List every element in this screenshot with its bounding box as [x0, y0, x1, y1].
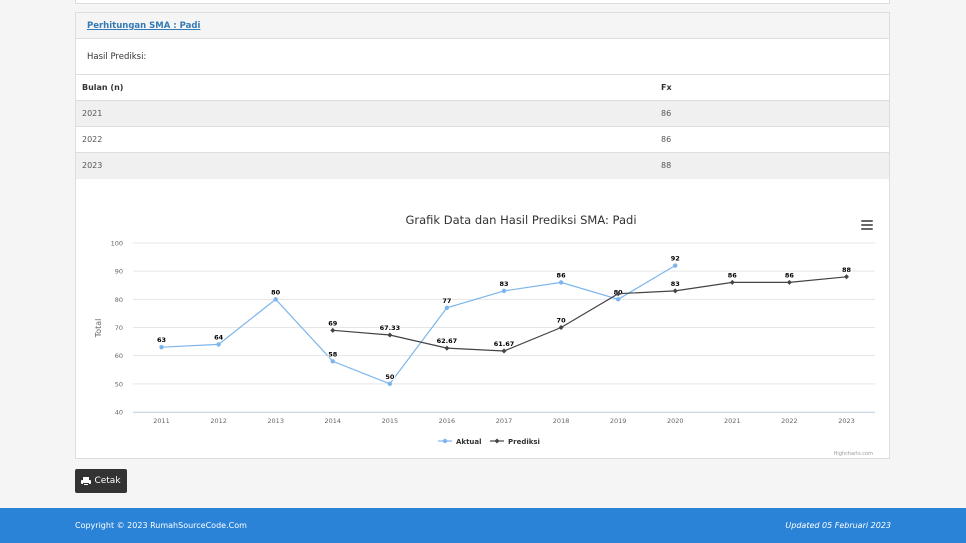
y-tick-label: 80 [115, 296, 123, 304]
data-point [673, 263, 678, 268]
print-button[interactable]: Cetak [75, 469, 127, 493]
x-tick-label: 2022 [781, 417, 798, 425]
y-tick-label: 100 [111, 240, 123, 248]
table-cell-fx: 86 [655, 100, 889, 127]
data-label: 69 [328, 319, 338, 327]
data-label: 88 [842, 266, 852, 274]
data-label: 83 [499, 280, 508, 288]
line-chart: Grafik Data dan Hasil Prediksi SMA: Padi… [94, 213, 875, 457]
x-tick-label: 2014 [324, 417, 341, 425]
chart-menu-icon[interactable] [861, 220, 873, 230]
x-tick-label: 2011 [153, 417, 170, 425]
data-point [501, 348, 507, 354]
legend-marker [442, 438, 448, 444]
panel-heading: Perhitungan SMA : Padi [76, 13, 889, 39]
x-tick-label: 2012 [210, 417, 227, 425]
data-point [216, 342, 221, 347]
data-label: 86 [785, 271, 795, 279]
series-layer: 636480585077838680926967.3362.6761.67708… [156, 254, 852, 387]
table-cell-year: 2022 [76, 126, 655, 153]
data-label: 63 [157, 336, 166, 344]
chart-legend[interactable]: Aktual Prediksi [438, 438, 540, 446]
print-button-label: Cetak [94, 476, 121, 486]
x-tick-label: 2023 [838, 417, 855, 425]
table-cell-fx: 88 [655, 152, 889, 179]
data-label: 67.33 [380, 324, 401, 332]
data-label: 92 [671, 255, 680, 263]
column-header-fx: Fx [655, 74, 889, 101]
column-header-month: Bulan (n) [76, 74, 655, 101]
x-tick-label: 2021 [724, 417, 741, 425]
prediction-panel: Perhitungan SMA : Padi Hasil Prediksi: B… [75, 12, 890, 459]
y-axis-label: Total [94, 319, 103, 339]
table-row: 2021 86 [76, 100, 889, 127]
data-point [558, 325, 564, 330]
data-point [558, 280, 564, 285]
data-label: 70 [557, 317, 567, 325]
data-point [843, 274, 849, 280]
legend-item-label: Aktual [456, 438, 482, 446]
y-tick-label: 70 [115, 324, 123, 332]
x-tick-label: 2013 [267, 417, 284, 425]
print-icon [81, 476, 92, 486]
data-label: 61.67 [494, 340, 515, 348]
data-label: 77 [442, 297, 451, 305]
footer: Copyright © 2023 RumahSourceCode.Com Upd… [0, 508, 966, 543]
table-header-row: Bulan (n) Fx [76, 74, 889, 101]
data-point [330, 359, 335, 364]
data-point [501, 288, 507, 294]
footer-updated: Updated 05 Februari 2023 [785, 521, 891, 530]
footer-copyright: Copyright © 2023 RumahSourceCode.Com [75, 521, 247, 530]
data-point [729, 279, 735, 285]
data-point [615, 297, 621, 302]
data-point [786, 279, 792, 285]
data-label: 86 [728, 271, 738, 279]
x-tick-label: 2019 [610, 417, 627, 425]
data-label: 86 [557, 271, 567, 279]
x-tick-label: 2017 [496, 417, 513, 425]
y-tick-label: 60 [115, 352, 123, 360]
series-line-aktual [161, 264, 676, 385]
table-row: 2022 86 [76, 126, 889, 153]
legend-item-label: Prediksi [508, 438, 540, 446]
prediction-table: Bulan (n) Fx 2021 86 2022 86 2023 88 [76, 74, 889, 179]
data-label: 58 [328, 350, 338, 358]
chart-credits[interactable]: Highcharts.com [834, 451, 873, 457]
data-point [330, 327, 336, 333]
series-line-prediksi [332, 276, 847, 352]
data-point [387, 381, 393, 387]
y-tick-label: 50 [115, 380, 123, 388]
x-tick-label: 2015 [382, 417, 399, 425]
data-label: 83 [671, 280, 680, 288]
heading-link[interactable]: Perhitungan SMA : Padi [87, 20, 201, 31]
x-tick-label: 2018 [553, 417, 570, 425]
table-cell-year: 2021 [76, 100, 655, 127]
table-cell-fx: 86 [655, 126, 889, 153]
table-row: 2023 88 [76, 152, 889, 179]
data-point [444, 345, 450, 351]
gridlines: 40 50 60 70 80 90 100 2011 2012 2013 2014 2015 2016 2… [111, 240, 875, 425]
data-point [444, 305, 450, 310]
x-tick-label: 2016 [439, 417, 456, 425]
data-point [387, 332, 393, 338]
result-label: Hasil Prediksi: [87, 51, 147, 62]
chart-title: Grafik Data dan Hasil Prediksi SMA: Padi [405, 213, 636, 227]
data-point [159, 345, 164, 350]
y-tick-label: 40 [115, 409, 123, 417]
data-label: 64 [214, 333, 224, 341]
data-point [672, 288, 678, 294]
x-tick-label: 2020 [667, 417, 684, 425]
y-tick-label: 90 [115, 268, 123, 276]
legend-marker [494, 438, 500, 444]
previous-panel-edge [75, 0, 890, 4]
data-point [615, 291, 621, 297]
data-label: 80 [271, 288, 281, 296]
table-cell-year: 2023 [76, 152, 655, 179]
chart-container: Grafik Data dan Hasil Prediksi SMA: Padi… [76, 201, 889, 458]
data-point [273, 297, 278, 302]
data-label: 62.67 [437, 337, 458, 345]
data-label: 50 [385, 373, 395, 381]
